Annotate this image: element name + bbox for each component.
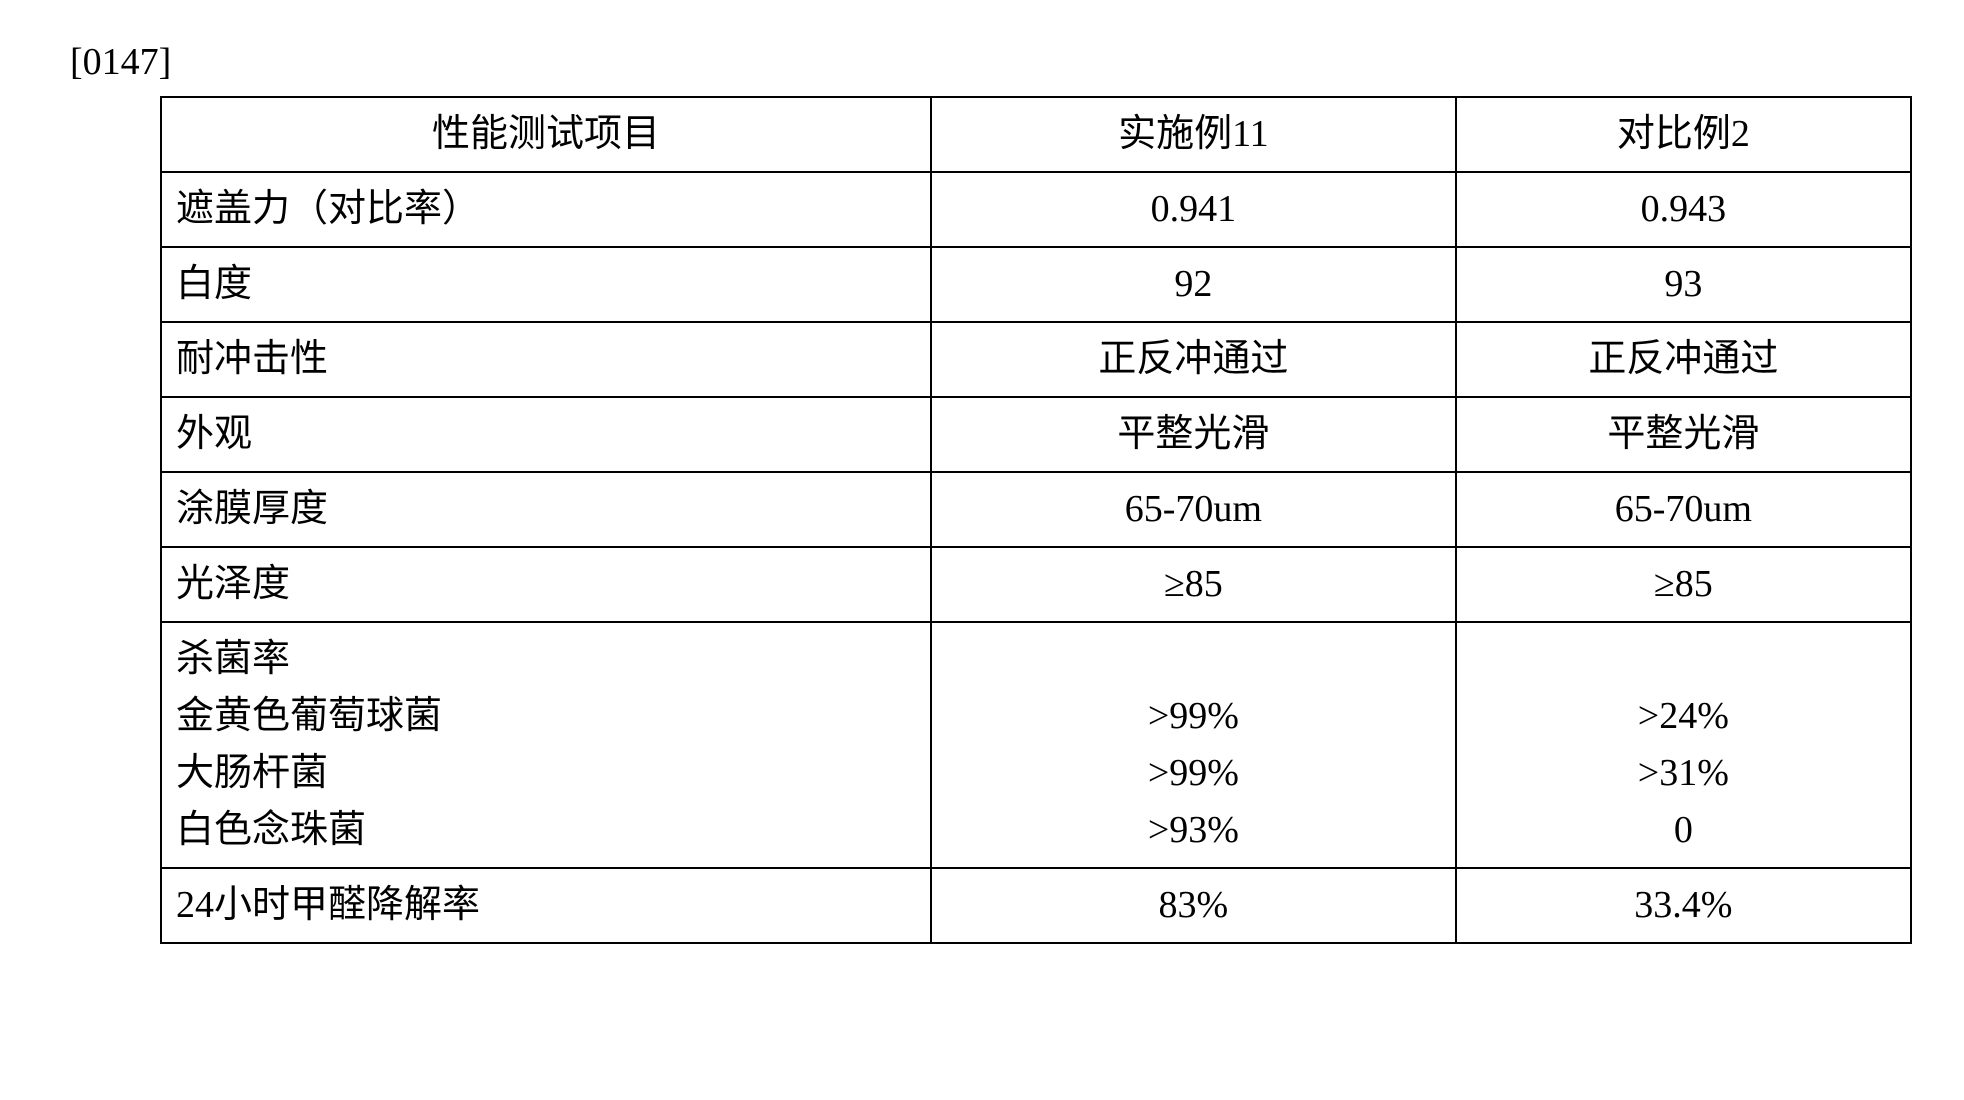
table-header-row: 性能测试项目 实施例11 对比例2	[161, 97, 1911, 172]
row-label: 外观	[161, 397, 931, 472]
row-value-2: 33.4%	[1456, 868, 1911, 943]
performance-table: 性能测试项目 实施例11 对比例2 遮盖力（对比率） 0.941 0.943 白…	[160, 96, 1912, 944]
row-value-2: 93	[1456, 247, 1911, 322]
row-value-1: 0.941	[931, 172, 1456, 247]
row-value-2: 正反冲通过	[1456, 322, 1911, 397]
row-value-1: ≥85	[931, 547, 1456, 622]
row-label: 杀菌率 金黄色葡萄球菌 大肠杆菌 白色念珠菌	[161, 622, 931, 868]
row-value-2: >24% >31% 0	[1456, 622, 1911, 868]
row-label: 遮盖力（对比率）	[161, 172, 931, 247]
header-label: 性能测试项目	[161, 97, 931, 172]
header-comparison2: 对比例2	[1456, 97, 1911, 172]
row-label: 涂膜厚度	[161, 472, 931, 547]
row-label: 光泽度	[161, 547, 931, 622]
row-value-2: 0.943	[1456, 172, 1911, 247]
row-label: 白度	[161, 247, 931, 322]
row-value-1: 92	[931, 247, 1456, 322]
table-row: 杀菌率 金黄色葡萄球菌 大肠杆菌 白色念珠菌 >99% >99% >93% >2…	[161, 622, 1911, 868]
row-label: 耐冲击性	[161, 322, 931, 397]
row-value-2: 平整光滑	[1456, 397, 1911, 472]
row-value-2: ≥85	[1456, 547, 1911, 622]
row-value-1: 83%	[931, 868, 1456, 943]
paragraph-number: [0147]	[70, 40, 1904, 84]
row-value-1: >99% >99% >93%	[931, 622, 1456, 868]
table-row: 光泽度 ≥85 ≥85	[161, 547, 1911, 622]
row-label: 24小时甲醛降解率	[161, 868, 931, 943]
row-value-2: 65-70um	[1456, 472, 1911, 547]
table-row: 24小时甲醛降解率 83% 33.4%	[161, 868, 1911, 943]
table-row: 耐冲击性 正反冲通过 正反冲通过	[161, 322, 1911, 397]
row-value-1: 平整光滑	[931, 397, 1456, 472]
table-row: 遮盖力（对比率） 0.941 0.943	[161, 172, 1911, 247]
header-example11: 实施例11	[931, 97, 1456, 172]
table-row: 外观 平整光滑 平整光滑	[161, 397, 1911, 472]
table-row: 白度 92 93	[161, 247, 1911, 322]
row-value-1: 正反冲通过	[931, 322, 1456, 397]
table-row: 涂膜厚度 65-70um 65-70um	[161, 472, 1911, 547]
row-value-1: 65-70um	[931, 472, 1456, 547]
